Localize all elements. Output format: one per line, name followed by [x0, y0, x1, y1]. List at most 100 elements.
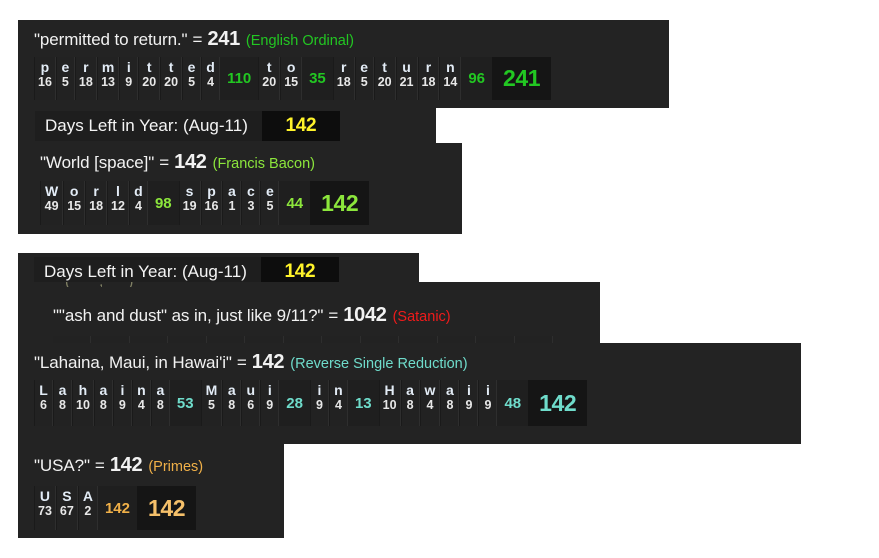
equals-sign: = [236, 353, 247, 372]
letter-value: 18 [421, 75, 436, 89]
total-value: 241 [207, 28, 240, 50]
letter: l [116, 183, 120, 199]
letter: a [156, 382, 165, 398]
letter: e [266, 183, 274, 199]
panel-days-left-1: Days Left in Year: (Aug-11) 142 [18, 108, 436, 143]
word-subtotal: 98 [147, 181, 179, 225]
total-value: 142 [109, 454, 143, 476]
letter-cell: U 73 [34, 486, 56, 530]
panel-lahaina-maui-hawaii: "Lahaina, Maui, in Hawai'i" = 142 (Rever… [18, 343, 801, 444]
letter-value: 20 [262, 75, 277, 89]
letter-value: 18 [89, 199, 104, 213]
letter-value: 6 [247, 398, 255, 412]
letter-cell: o 15 [280, 57, 303, 100]
grand-total: 142 [136, 486, 197, 530]
letter: w [424, 382, 436, 398]
letter-value: 20 [142, 75, 157, 89]
word-subtotal: 35 [302, 57, 333, 100]
letter: n [446, 59, 455, 75]
letter: t [382, 59, 387, 75]
letter: H [384, 382, 395, 398]
letter: n [334, 382, 343, 398]
letter: i [466, 382, 471, 398]
letter-cell: l 12 [107, 181, 129, 225]
letter-value: 9 [484, 398, 492, 412]
headline-permitted: "permitted to return." = 241 (English Or… [34, 29, 354, 51]
letter-value: 9 [315, 398, 323, 412]
letter-value: 2 [84, 504, 92, 518]
letter-value: 1 [228, 199, 236, 213]
letter-cell: o 15 [63, 181, 86, 225]
letter-value: 49 [44, 199, 59, 213]
cipher-name: (Satanic) [392, 309, 451, 325]
letter: e [360, 59, 369, 75]
letter-cell: r 18 [74, 57, 97, 100]
letter-cell: S 67 [55, 486, 78, 530]
letter-value: 4 [207, 75, 215, 89]
letter-value: 9 [118, 398, 126, 412]
letter-cell: t 20 [373, 57, 396, 100]
cipher-name: (Primes) [148, 459, 204, 475]
letter-value: 6 [40, 398, 47, 412]
days-left-bar: Days Left in Year: (Aug-11) 142 [35, 111, 340, 141]
letter-cell: t 20 [160, 57, 183, 100]
letter-value: 9 [266, 398, 274, 412]
word-subtotal: 44 [279, 181, 311, 225]
headline-world: "World [space]" = 142 (Francis Bacon) [40, 152, 315, 174]
letter: e [61, 59, 70, 75]
letter-cell: n 14 [439, 57, 462, 100]
days-left-label: Days Left in Year: (Aug-11) [35, 111, 262, 141]
letter: U [39, 488, 51, 504]
letter-value: 5 [207, 398, 215, 412]
headline-lahaina: "Lahaina, Maui, in Hawai'i" = 142 (Rever… [34, 352, 468, 374]
equals-sign: = [192, 30, 203, 49]
letter: S [62, 488, 72, 504]
letter-value: 8 [446, 398, 454, 412]
letter-value: 5 [360, 75, 368, 89]
panel-ash-and-dust: ( , ) ""ash and dust" as in, just like 9… [18, 282, 600, 343]
clipped-cipher-strip [53, 336, 553, 343]
phrase-text: "World [space]" [40, 153, 155, 172]
letter-cell: r 18 [417, 57, 440, 100]
letter: i [126, 59, 131, 75]
letter-cell: t 20 [258, 57, 281, 100]
cipher-name: (English Ordinal) [245, 33, 354, 49]
letter-value: 8 [59, 398, 66, 412]
letter: e [187, 59, 196, 75]
letter-value: 20 [164, 75, 179, 89]
word-subtotal: 48 [497, 380, 529, 426]
letter: t [146, 59, 152, 75]
grand-total: 241 [492, 57, 552, 100]
cipher-name: (Reverse Single Reduction) [290, 356, 468, 372]
total-value: 142 [251, 351, 285, 373]
letter-value: 19 [182, 199, 197, 213]
letter: i [485, 382, 490, 398]
equals-sign: = [159, 153, 170, 172]
letter: n [137, 382, 146, 398]
word-subtotal: 13 [347, 380, 379, 426]
letter-cell: H 10 [378, 380, 401, 426]
letter-value: 8 [99, 398, 107, 412]
letter-value: 5 [188, 75, 196, 89]
letter-cell: s 19 [178, 181, 201, 225]
letter-value: 9 [465, 398, 473, 412]
